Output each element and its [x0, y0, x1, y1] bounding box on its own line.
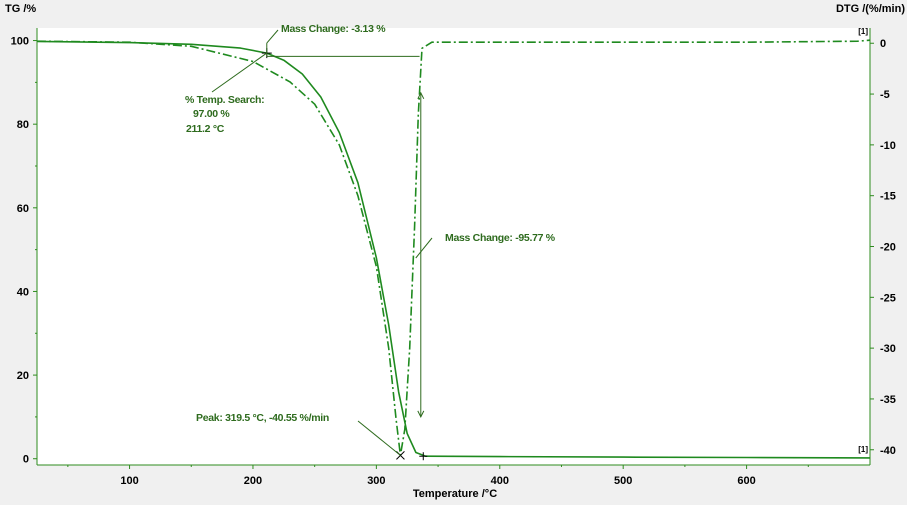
annotation-lines: [211, 29, 433, 461]
annotation-labels: Mass Change: -3.13 % % Temp. Search: 97.00…: [185, 23, 556, 424]
curve-end-marker: [1]: [858, 27, 868, 36]
tg-curve: [36, 40, 871, 459]
peak-leader: [357, 420, 401, 456]
right-tick-label: -30: [880, 343, 896, 355]
x-tick-label: 200: [244, 475, 262, 487]
left-tick-label: 0: [23, 454, 29, 466]
x-axis-title: Temperature /°C: [413, 488, 497, 500]
axes: 0 20 40 60 80 100 0 -5 -10 -15 -20 -25 -30 -35 -40 100 2…: [11, 28, 896, 487]
arrow-head-top: [417, 91, 425, 100]
arrow-head-bottom: [417, 410, 425, 419]
right-tick-label: -25: [880, 292, 896, 304]
x-tick-label: 400: [491, 475, 509, 487]
left-tick-label: 20: [17, 370, 29, 382]
right-tick-label: -40: [880, 445, 896, 457]
x-tick-label: 600: [737, 475, 755, 487]
right-tick-label: -15: [880, 191, 896, 203]
x-tick-label: 100: [120, 475, 138, 487]
temp-search-label: % Temp. Search:: [185, 94, 264, 106]
right-tick-label: -10: [880, 140, 896, 152]
mass-change-2-leader: [415, 237, 433, 259]
temp-search-leader: [211, 52, 268, 93]
right-tick-label: -5: [880, 89, 890, 101]
right-tick-label: 0: [880, 38, 886, 50]
x-tick-label: 300: [367, 475, 385, 487]
right-axis-title: DTG /(%/min): [836, 3, 905, 15]
temp-search-percent: 97.00 %: [193, 108, 230, 120]
curve-end-marker: [1]: [858, 445, 868, 454]
right-tick-label: -35: [880, 394, 896, 406]
left-tick-label: 60: [17, 203, 29, 215]
left-tick-label: 100: [11, 36, 29, 48]
left-tick-label: 40: [17, 286, 29, 298]
mass-change-2-label: Mass Change: -95.77 %: [445, 232, 556, 244]
left-tick-label: 80: [17, 119, 29, 131]
temp-search-temperature: 211.2 °C: [186, 123, 225, 135]
peak-label: Peak: 319.5 °C, -40.55 %/min: [196, 412, 329, 424]
x-tick-label: 500: [614, 475, 632, 487]
mass-change-1-leader: [266, 29, 279, 44]
left-axis-title: TG /%: [5, 3, 36, 15]
mass-change-1-label: Mass Change: -3.13 %: [281, 23, 386, 35]
right-tick-label: -20: [880, 242, 896, 254]
plot-background: [37, 28, 870, 465]
